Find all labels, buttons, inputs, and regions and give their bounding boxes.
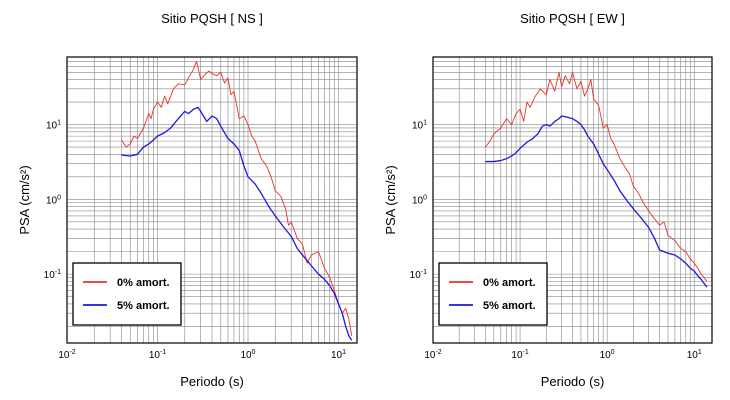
x-tick-label: 100 bbox=[600, 349, 615, 361]
legend: 0% amort. 5% amort. bbox=[72, 262, 182, 326]
legend-box bbox=[72, 262, 182, 326]
series-line-red bbox=[121, 60, 353, 336]
y-tick-label: 101 bbox=[412, 120, 427, 132]
series-line-blue bbox=[485, 115, 708, 288]
y-axis-label: PSA (cm/s²) bbox=[17, 165, 32, 234]
y-tick-label: 100 bbox=[412, 194, 427, 206]
plot-frame bbox=[432, 56, 713, 344]
x-axis-label: Periodo (s) bbox=[180, 374, 244, 389]
chart-title: Sitio PQSH [ EW ] bbox=[520, 11, 625, 26]
legend-label-1: 5% amort. bbox=[483, 300, 536, 312]
legend-label-0: 0% amort. bbox=[117, 277, 170, 289]
chart-panel-0: 10-2 10-1 100 101 10-1 100 101 Sitio PQSH [ NS … bbox=[17, 11, 358, 389]
legend: 0% amort. 5% amort. bbox=[438, 262, 548, 326]
x-tick-label: 10-1 bbox=[149, 349, 166, 361]
y-tick-label: 10-1 bbox=[410, 269, 427, 281]
legend-label-1: 5% amort. bbox=[117, 300, 170, 312]
series-line-red bbox=[485, 71, 708, 282]
y-tick-label: 10-1 bbox=[44, 269, 61, 281]
plot-frame bbox=[66, 56, 358, 344]
y-axis-label: PSA (cm/s²) bbox=[383, 165, 398, 234]
y-tick-label: 100 bbox=[46, 194, 61, 206]
chart-panel-1: 10-2 10-1 100 101 10-1 100 101 Sitio PQSH [ EW … bbox=[383, 11, 713, 389]
x-tick-label: 101 bbox=[687, 349, 702, 361]
legend-box bbox=[438, 262, 548, 326]
gridlines bbox=[66, 56, 357, 343]
x-tick-label: 100 bbox=[241, 349, 256, 361]
x-tick-label: 10-1 bbox=[511, 349, 528, 361]
series-line-blue bbox=[121, 106, 353, 341]
x-tick-label: 10-2 bbox=[58, 349, 75, 361]
legend-label-0: 0% amort. bbox=[483, 277, 536, 289]
x-axis-label: Periodo (s) bbox=[541, 374, 605, 389]
x-tick-label: 101 bbox=[331, 349, 346, 361]
x-tick-label: 10-2 bbox=[424, 349, 441, 361]
y-tick-label: 101 bbox=[46, 120, 61, 132]
chart-title: Sitio PQSH [ NS ] bbox=[161, 11, 263, 26]
